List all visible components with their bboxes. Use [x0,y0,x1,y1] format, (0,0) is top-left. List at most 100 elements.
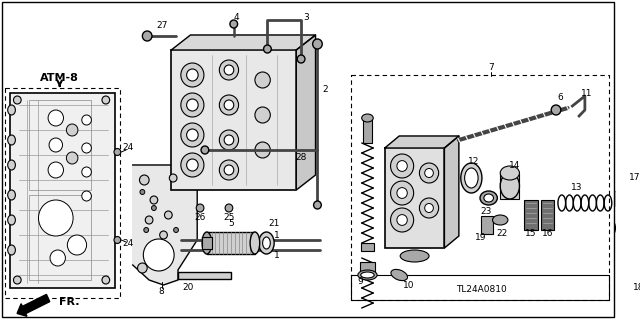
Text: 10: 10 [403,280,415,290]
Circle shape [150,196,158,204]
Circle shape [551,105,561,115]
Text: 23: 23 [480,206,492,216]
Circle shape [140,189,145,195]
Ellipse shape [461,163,482,193]
Text: FR.: FR. [59,297,79,307]
Bar [207,232,255,254]
Circle shape [621,222,633,234]
Circle shape [187,69,198,81]
Circle shape [220,130,239,150]
Circle shape [220,95,239,115]
Polygon shape [172,35,316,50]
Text: 24: 24 [122,240,134,249]
Circle shape [201,146,209,154]
Bar [541,200,554,230]
Circle shape [397,215,407,226]
Circle shape [181,93,204,117]
Text: 1: 1 [274,231,280,240]
Text: 15: 15 [525,229,537,239]
Text: 1: 1 [274,250,280,259]
Bar [5,88,120,298]
Circle shape [49,138,63,152]
Text: 14: 14 [509,161,520,170]
Circle shape [390,181,413,205]
Circle shape [164,211,172,219]
Circle shape [224,135,234,145]
Circle shape [181,123,204,147]
Text: 12: 12 [468,158,479,167]
Circle shape [82,191,92,201]
Ellipse shape [361,272,374,278]
Text: 19: 19 [476,234,487,242]
Circle shape [419,198,438,218]
Ellipse shape [8,245,15,255]
Text: ATM-8: ATM-8 [40,73,79,83]
Polygon shape [296,35,316,190]
Circle shape [160,231,168,239]
Circle shape [220,60,239,80]
Text: 4: 4 [234,13,239,23]
Circle shape [67,152,78,164]
Bar [10,93,115,288]
Circle shape [102,276,109,284]
Circle shape [397,160,407,171]
Circle shape [50,250,65,266]
Circle shape [255,107,270,123]
Circle shape [67,235,86,255]
Text: 2: 2 [323,85,328,94]
Text: 24: 24 [122,144,134,152]
Circle shape [255,142,270,158]
Text: 21: 21 [268,219,280,228]
Circle shape [173,227,179,233]
Ellipse shape [8,215,15,225]
Circle shape [82,167,92,177]
Circle shape [224,165,234,175]
Text: 9: 9 [358,278,364,286]
Circle shape [616,216,639,240]
Bar [361,243,374,251]
Text: 26: 26 [195,213,206,222]
Ellipse shape [259,232,274,254]
Circle shape [312,39,323,49]
Ellipse shape [358,270,377,280]
Circle shape [224,100,234,110]
Bar [351,75,609,300]
Text: 20: 20 [182,284,193,293]
Circle shape [114,236,121,243]
Circle shape [264,45,271,53]
Bar [360,262,375,272]
Circle shape [144,227,148,233]
Ellipse shape [500,173,520,199]
Text: 3: 3 [303,13,308,23]
Circle shape [145,216,153,224]
Circle shape [140,175,149,185]
Text: 28: 28 [296,153,307,162]
Ellipse shape [484,194,493,202]
Circle shape [187,159,198,171]
Text: 18: 18 [633,284,640,293]
Text: 8: 8 [159,287,164,296]
Circle shape [48,162,63,178]
Circle shape [82,143,92,153]
Ellipse shape [493,215,508,225]
Text: 13: 13 [572,183,583,192]
Ellipse shape [465,168,478,188]
Ellipse shape [391,269,408,281]
Ellipse shape [500,166,520,180]
Circle shape [181,63,204,87]
Text: 27: 27 [156,20,167,29]
Bar [524,200,538,230]
Bar [385,148,444,248]
Polygon shape [444,136,459,248]
Circle shape [425,168,433,177]
Circle shape [67,124,78,136]
Circle shape [170,174,177,182]
Text: 6: 6 [557,93,563,102]
Ellipse shape [8,190,15,200]
Text: 16: 16 [541,229,553,239]
Ellipse shape [8,135,15,145]
Circle shape [114,149,121,155]
Polygon shape [616,191,640,261]
Circle shape [38,200,73,236]
Ellipse shape [400,250,429,262]
